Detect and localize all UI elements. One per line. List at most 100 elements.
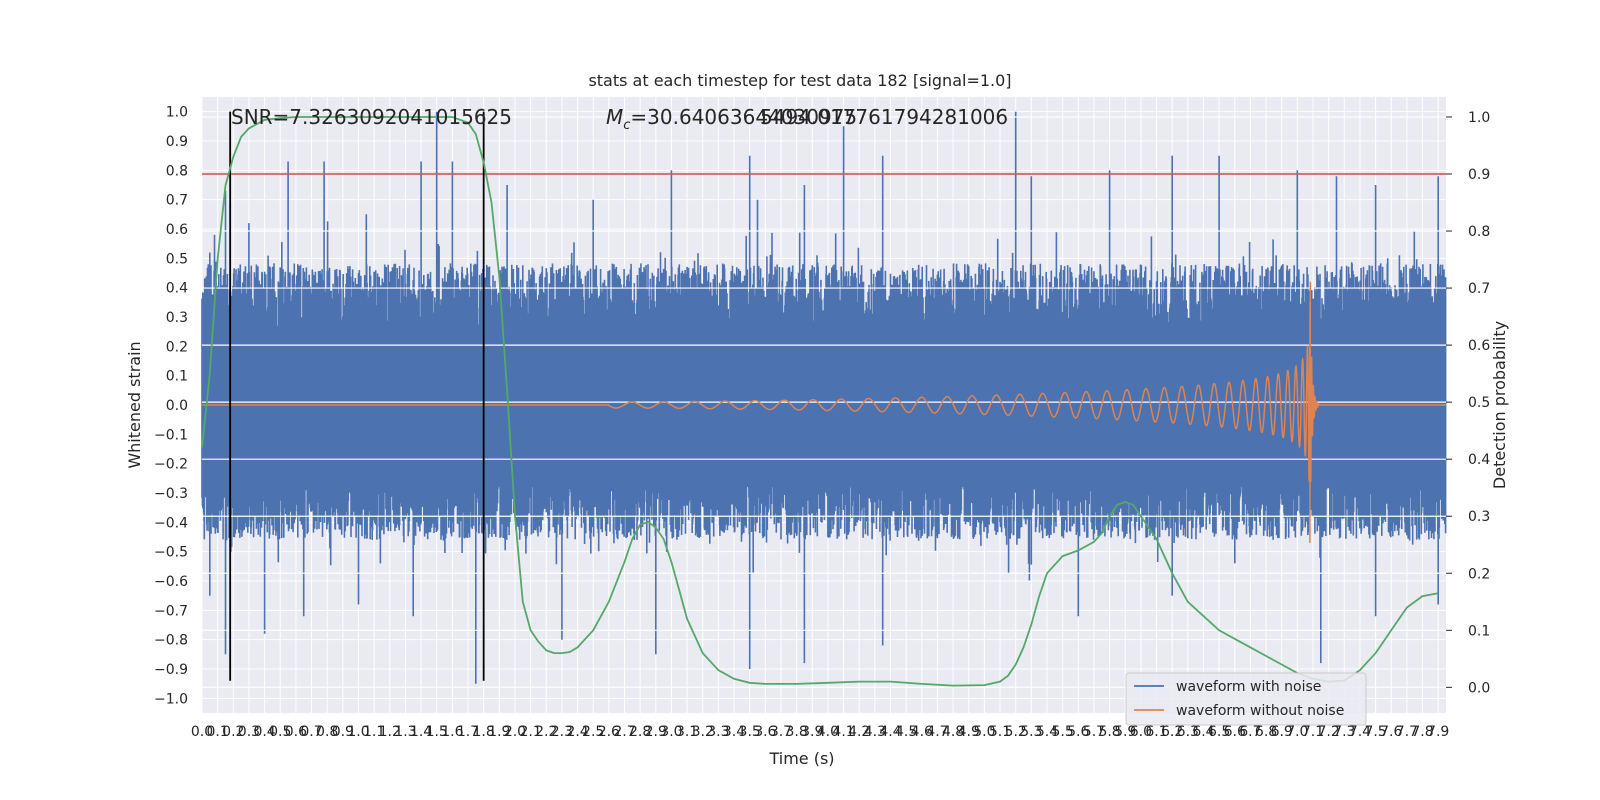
x-tick-label: 7.0 [1286,724,1308,740]
x-tick-label: 3.6 [754,724,776,740]
chart-title: stats at each timestep for test data 182… [588,71,1011,90]
x-tick-label: 6.2 [1161,724,1183,740]
x-tick-label: 1.0 [347,724,369,740]
y-right-tick-label: 0.9 [1468,167,1490,183]
x-tick-label: 1.5 [426,724,448,740]
x-tick-label: 6.5 [1208,724,1230,740]
y-right-tick-label: 0.8 [1468,224,1490,240]
y-axis-label: Whitened strain [125,341,144,468]
x-tick-label: 5.8 [1098,724,1120,740]
x-tick-label: 0.3 [238,724,260,740]
x-tick-label: 7.6 [1380,724,1402,740]
y-tick-label: 0.3 [166,310,188,326]
mc-symbol: M [606,105,623,129]
x-tick-label: 2.0 [504,724,526,740]
x-tick-label: 7.1 [1302,724,1324,740]
x-tick-label: 1.3 [394,724,416,740]
y-tick-label: −0.8 [154,633,188,649]
vertical-markers [229,111,485,681]
y-tick-label: 0.1 [166,369,188,385]
x-tick-label: 5.7 [1083,724,1105,740]
x-tick-label: 2.7 [613,724,635,740]
series-waveform-without-noise [202,281,1446,543]
legend-box [1125,672,1367,726]
x-tick-label: 7.9 [1427,724,1449,740]
x-tick-label: 0.2 [222,724,244,740]
x-tick-label: 3.7 [770,724,792,740]
x-tick-label: 4.9 [958,724,980,740]
x-tick-label: 7.4 [1349,724,1371,740]
x-tick-label: 4.4 [879,724,901,740]
y-tick-label: −0.1 [154,427,188,443]
y-tick-label: 0.7 [166,193,188,209]
x-tick-label: 3.9 [801,724,823,740]
x-tick-label: 4.8 [942,724,964,740]
y-tick-label: −0.5 [154,545,188,561]
series-detection-probability [201,116,1439,687]
x-axis-label: Time (s) [768,749,834,768]
x-tick-label: 7.8 [1411,724,1433,740]
x-tick-label: 1.6 [441,724,463,740]
y-tick-label: −0.3 [154,486,188,502]
x-tick-label: 0.4 [253,724,275,740]
mc-annotation: Mc=30.64063644030975 [606,105,857,133]
y-right-tick-label: 0.2 [1468,566,1490,582]
y-tick-label: 0.9 [166,134,188,150]
x-tick-label: 1.8 [473,724,495,740]
x-tick-label: 4.7 [926,724,948,740]
x-tick-label: 0.5 [269,724,291,740]
x-tick-label: 4.6 [911,724,933,740]
y-right-tick-label: 0.7 [1468,281,1490,297]
x-tick-label: 2.3 [551,724,573,740]
y-tick-label: 0.5 [166,251,188,267]
x-tick-label: 0.0 [191,724,213,740]
x-tick-label: 4.2 [848,724,870,740]
y-tick-label: −0.9 [154,662,188,678]
x-tick-label: 3.4 [723,724,745,740]
x-tick-label: 1.9 [488,724,510,740]
y-right-tick-label: 0.0 [1468,680,1490,696]
x-tick-label: 6.7 [1239,724,1261,740]
x-tick-label: 2.8 [629,724,651,740]
x-tick-label: 6.4 [1192,724,1214,740]
y-tick-label: −0.7 [154,603,188,619]
y-tick-label: 0.6 [166,222,188,238]
legend: waveform with noise waveform without noi… [1125,672,1367,726]
y-right-tick-labels: 0.0 0.1 0.2 0.3 0.4 0.5 0.6 0.7 0.8 0.9 1.0 [1446,110,1490,696]
x-tick-label: 7.2 [1318,724,1340,740]
x-tick-label: 3.3 [707,724,729,740]
mc-subscript: c [623,118,630,133]
mc-overlap-annotation: 5494.017761794281006 [760,105,1008,129]
y-right-tick-label: 0.4 [1468,452,1490,468]
x-tick-label: 0.6 [285,724,307,740]
y-right-tick-label: 0.3 [1468,509,1490,525]
snr-annotation: SNR=7.3263092041015625 [231,105,512,129]
y-right-tick-label: 0.1 [1468,623,1490,639]
x-tick-label: 7.5 [1364,724,1386,740]
x-tick-label: 5.9 [1114,724,1136,740]
x-tick-labels: 0.00.10.20.30.40.50.60.70.80.91.01.11.21… [191,724,1449,740]
y-tick-label: 1.0 [166,105,188,121]
y-tick-label: −0.4 [154,515,188,531]
x-tick-label: 2.2 [535,724,557,740]
y-tick-label: 0.0 [166,398,188,414]
x-tick-label: 4.1 [832,724,854,740]
x-tick-label: 6.6 [1224,724,1246,740]
x-tick-label: 6.9 [1271,724,1293,740]
x-tick-label: 1.7 [457,724,479,740]
x-tick-label: 0.1 [207,724,229,740]
x-tick-label: 2.5 [582,724,604,740]
y-right-tick-label: 0.6 [1468,338,1490,354]
y-right-tick-label: 1.0 [1468,110,1490,126]
y-tick-label: −0.6 [154,574,188,590]
x-tick-label: 3.8 [785,724,807,740]
x-tick-label: 6.3 [1177,724,1199,740]
x-tick-label: 0.9 [332,724,354,740]
y-tick-label: 0.2 [166,339,188,355]
x-tick-label: 3.1 [676,724,698,740]
y-tick-label: −1.0 [154,691,188,707]
x-tick-label: 4.3 [864,724,886,740]
y-tick-label: 0.4 [166,281,188,297]
x-tick-label: 5.0 [973,724,995,740]
